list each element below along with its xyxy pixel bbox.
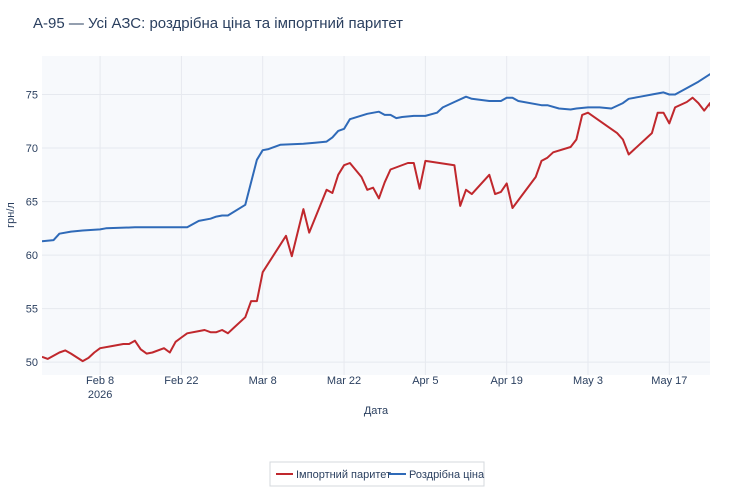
x-axis-title: Дата [364,405,389,417]
legend-label-import-parity[interactable]: Імпортний паритет [296,469,391,481]
x-tick-label: Apr 5 [412,375,438,387]
x-tick-year-label: 2026 [88,389,112,401]
x-tick-label: Feb 22 [164,375,198,387]
y-tick-label: 75 [26,90,38,102]
y-tick-label: 65 [26,197,38,209]
x-tick-label: Mar 8 [249,375,277,387]
series-line-retail-price[interactable] [42,68,740,243]
tick-labels: 50 55 60 65 70 75 Feb 8 2026 Feb 22 Mar 8 Mar 22 Ap… [26,90,688,401]
chart-title: А-95 — Усі АЗС: роздрібна ціна та імпорт… [33,15,403,32]
plot-area [42,56,710,375]
y-tick-label: 60 [26,250,38,262]
x-tick-label: May 17 [651,375,687,387]
x-tick-label: Mar 22 [327,375,361,387]
series-line-import-parity[interactable] [42,96,740,363]
y-axis-title: грн/л [5,202,17,228]
grid [42,56,710,375]
legend-label-retail-price[interactable]: Роздрібна ціна [409,469,485,481]
legend-box [269,461,485,487]
series-layer [42,68,740,363]
y-tick-label: 55 [26,304,38,316]
x-tick-label: Feb 8 [86,375,114,387]
x-tick-label: Apr 19 [490,375,522,387]
y-tick-label: 50 [26,357,38,369]
legend: Імпортний паритет Роздрібна ціна [269,461,485,487]
x-tick-label: May 3 [573,375,603,387]
y-tick-label: 70 [26,143,38,155]
